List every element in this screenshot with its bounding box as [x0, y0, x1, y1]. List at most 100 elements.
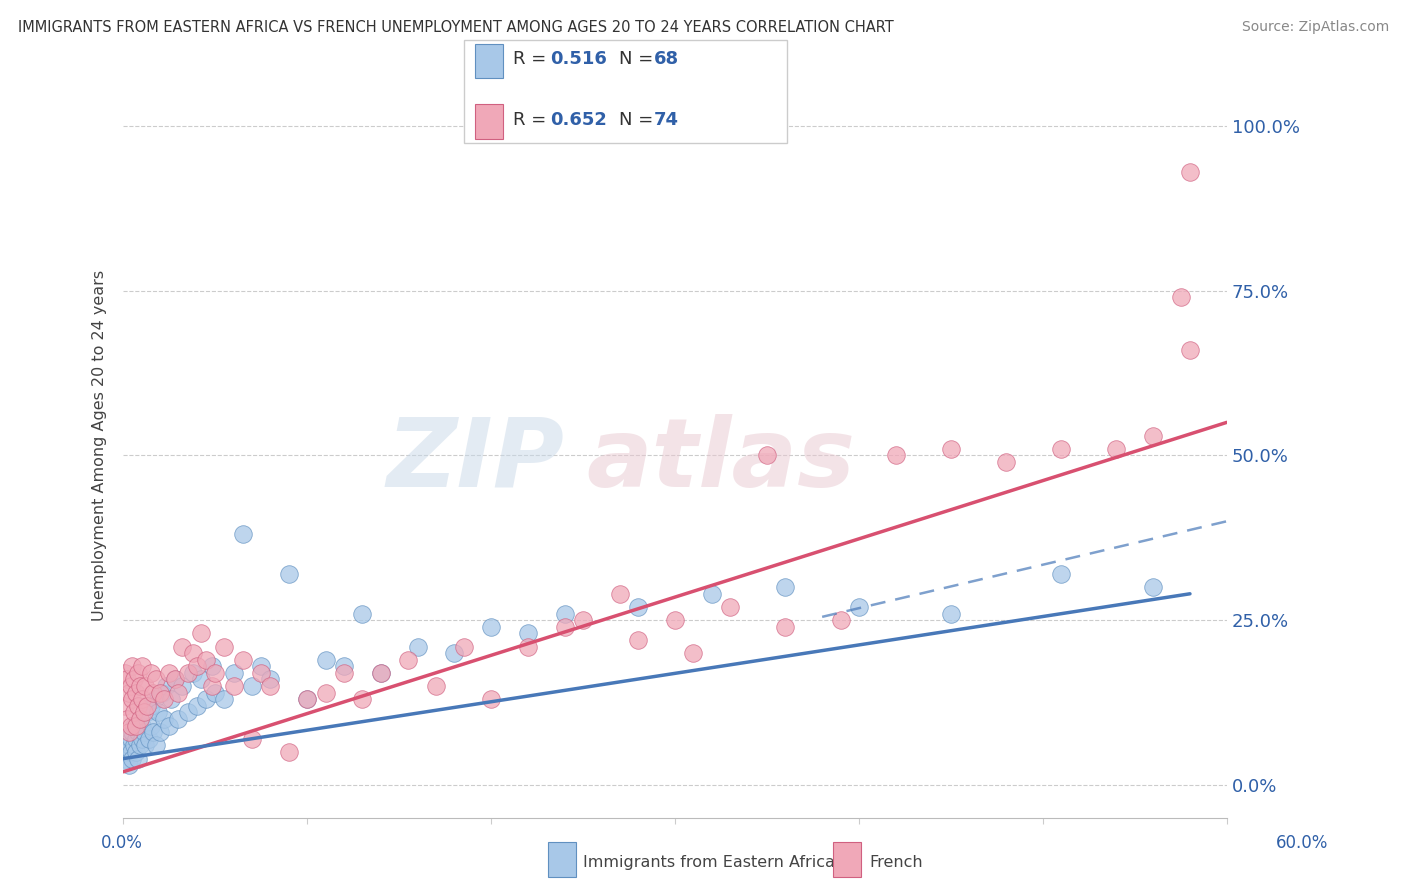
Point	[204, 686, 226, 700]
Point	[157, 665, 180, 680]
Point	[121, 751, 143, 765]
Point	[138, 731, 160, 746]
Point	[190, 626, 212, 640]
Point	[775, 580, 797, 594]
Point	[259, 679, 281, 693]
Point	[1170, 290, 1192, 304]
Point	[118, 686, 141, 700]
Point	[939, 607, 962, 621]
Point	[190, 673, 212, 687]
Point	[554, 620, 576, 634]
Point	[700, 587, 723, 601]
Point	[131, 659, 153, 673]
Point	[128, 739, 150, 753]
Point	[157, 718, 180, 732]
Point	[172, 640, 194, 654]
Point	[884, 448, 907, 462]
Point	[134, 679, 156, 693]
Point	[118, 739, 141, 753]
Point	[1142, 580, 1164, 594]
Text: R =: R =	[513, 111, 553, 128]
Point	[124, 673, 146, 687]
Point	[121, 659, 143, 673]
Point	[295, 692, 318, 706]
Point	[127, 751, 149, 765]
Point	[115, 712, 138, 726]
Point	[128, 679, 150, 693]
Point	[139, 718, 162, 732]
Point	[125, 686, 148, 700]
Text: N =: N =	[619, 50, 658, 68]
Point	[352, 692, 374, 706]
Point	[516, 640, 538, 654]
Point	[152, 712, 174, 726]
Point	[145, 739, 167, 753]
Point	[370, 665, 392, 680]
Point	[222, 665, 245, 680]
Point	[142, 686, 165, 700]
Point	[1105, 442, 1128, 456]
Point	[443, 646, 465, 660]
Point	[160, 692, 183, 706]
Text: Immigrants from Eastern Africa: Immigrants from Eastern Africa	[583, 855, 835, 870]
Point	[333, 659, 356, 673]
Point	[121, 692, 143, 706]
Point	[124, 706, 146, 720]
Point	[214, 692, 236, 706]
Point	[114, 751, 136, 765]
Text: R =: R =	[513, 50, 553, 68]
Point	[995, 455, 1018, 469]
Point	[181, 665, 204, 680]
Text: 68: 68	[654, 50, 679, 68]
Point	[453, 640, 475, 654]
Point	[195, 653, 218, 667]
Point	[479, 692, 502, 706]
Point	[232, 653, 254, 667]
Point	[200, 679, 222, 693]
Point	[176, 706, 198, 720]
Point	[115, 673, 138, 687]
Point	[186, 698, 208, 713]
Point	[176, 665, 198, 680]
Point	[1178, 165, 1201, 179]
Point	[333, 665, 356, 680]
Point	[214, 640, 236, 654]
Point	[163, 673, 186, 687]
Point	[315, 686, 337, 700]
Point	[718, 599, 741, 614]
Text: 60.0%: 60.0%	[1277, 834, 1329, 852]
Point	[128, 712, 150, 726]
Point	[186, 659, 208, 673]
Point	[121, 725, 143, 739]
Point	[155, 679, 177, 693]
Point	[200, 659, 222, 673]
Point	[152, 692, 174, 706]
Point	[756, 448, 779, 462]
Point	[830, 613, 852, 627]
Point	[167, 712, 190, 726]
Point	[1050, 442, 1073, 456]
Point	[127, 665, 149, 680]
Point	[352, 607, 374, 621]
Point	[139, 665, 162, 680]
Point	[848, 599, 870, 614]
Text: 0.0%: 0.0%	[101, 834, 143, 852]
Point	[136, 698, 159, 713]
Point	[277, 745, 299, 759]
Point	[479, 620, 502, 634]
Point	[370, 665, 392, 680]
Point	[167, 686, 190, 700]
Point	[136, 706, 159, 720]
Point	[150, 686, 173, 700]
Point	[181, 646, 204, 660]
Point	[142, 725, 165, 739]
Point	[115, 745, 138, 759]
Point	[118, 725, 141, 739]
Point	[627, 599, 650, 614]
Point	[295, 692, 318, 706]
Point	[114, 665, 136, 680]
Point	[148, 706, 170, 720]
Point	[664, 613, 686, 627]
Text: atlas: atlas	[586, 414, 856, 507]
Point	[149, 686, 172, 700]
